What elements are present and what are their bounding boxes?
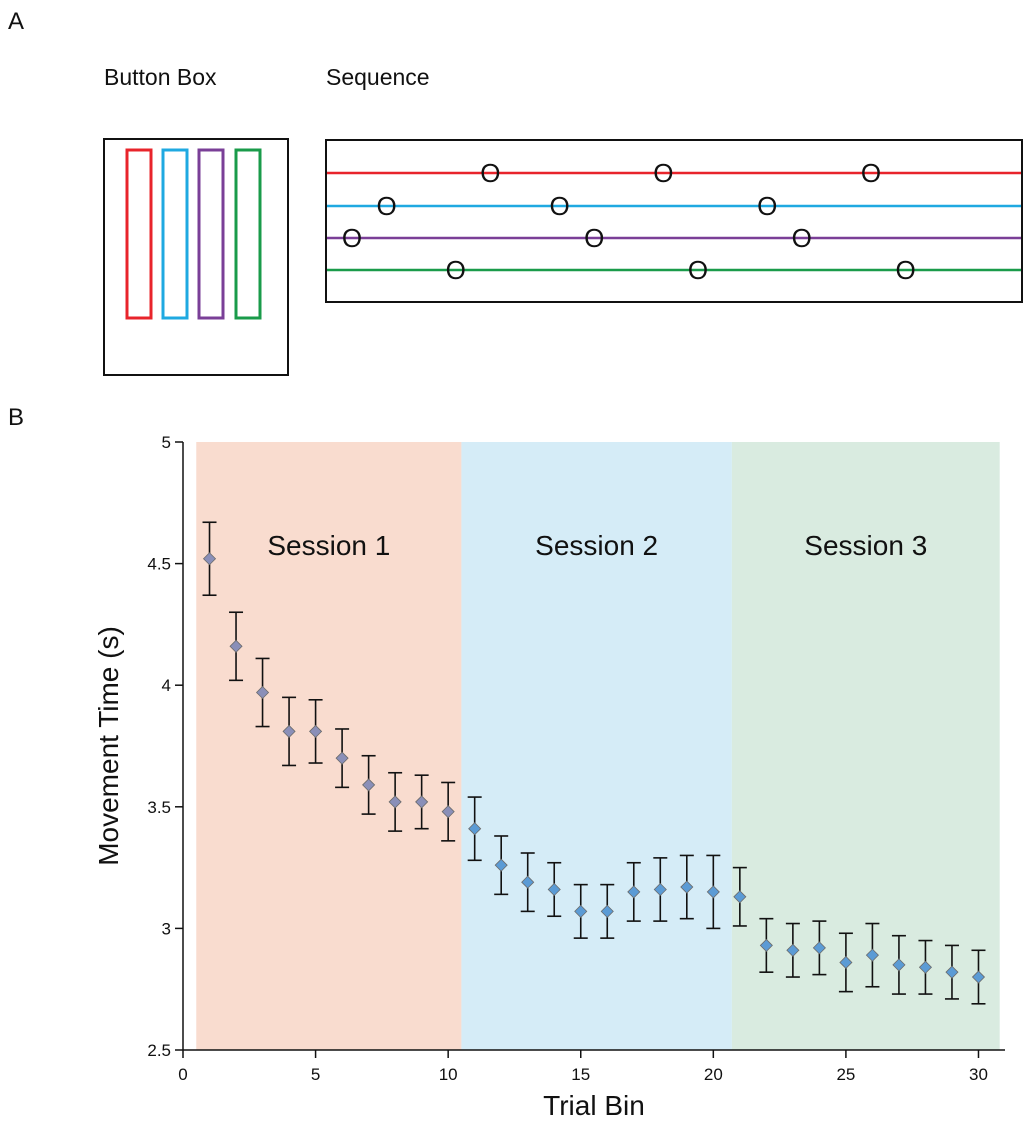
- sequence-mark: O: [688, 255, 708, 285]
- button-1: [125, 148, 153, 320]
- sequence-mark: O: [861, 158, 881, 188]
- sequence-mark: O: [757, 191, 777, 221]
- data-point: [335, 751, 349, 765]
- sequence-mark: O: [895, 255, 915, 285]
- data-point: [547, 882, 561, 897]
- button-3: [197, 148, 225, 320]
- button-box-title: Button Box: [104, 64, 217, 90]
- data-point: [521, 875, 535, 889]
- x-tick-label: 5: [311, 1065, 320, 1084]
- sequence-frame: [325, 139, 1023, 303]
- session-2-band: [461, 442, 732, 1050]
- data-point: [627, 885, 641, 899]
- data-point: [229, 639, 243, 653]
- y-tick-label: 4.5: [147, 555, 171, 574]
- data-point: [892, 958, 906, 972]
- x-axis-label: Trial Bin: [543, 1090, 645, 1121]
- data-point: [600, 904, 614, 918]
- y-tick-label: 5: [162, 433, 171, 452]
- data-point: [388, 795, 402, 809]
- data-point: [706, 885, 720, 899]
- panel-a-label: A: [8, 8, 25, 35]
- y-tick-label: 3: [162, 919, 171, 938]
- sequence-mark: O: [446, 255, 466, 285]
- data-point: [653, 882, 667, 897]
- button-2: [161, 148, 189, 320]
- data-point: [733, 890, 747, 904]
- x-tick-label: 30: [969, 1065, 988, 1084]
- x-tick-label: 15: [571, 1065, 590, 1084]
- x-tick-label: 20: [704, 1065, 723, 1084]
- button-box-frame: [103, 138, 289, 376]
- sequence-mark: O: [342, 223, 362, 253]
- data-point: [574, 904, 588, 918]
- sequence-mark: O: [549, 191, 569, 221]
- data-point: [415, 795, 429, 809]
- session-1-band: [196, 442, 462, 1050]
- x-tick-label: 25: [836, 1065, 855, 1084]
- sequence-mark: O: [792, 223, 812, 253]
- data-point: [971, 970, 986, 984]
- sequence-lines: O O OO O OO O OO O O: [327, 158, 1021, 285]
- data-point: [202, 552, 217, 566]
- data-point: [441, 805, 455, 819]
- sequence-mark: O: [376, 191, 396, 221]
- data-point: [309, 724, 323, 738]
- sequence-mark: O: [480, 158, 500, 188]
- button-group: [125, 148, 262, 320]
- x-tick-label: 0: [178, 1065, 187, 1084]
- data-point: [680, 880, 694, 894]
- session-2-label: Session 2: [535, 530, 658, 561]
- sequence-mark: O: [584, 223, 604, 253]
- data-point: [759, 938, 773, 952]
- y-tick-label: 2.5: [147, 1041, 171, 1060]
- sequence-title: Sequence: [326, 64, 430, 90]
- data-point: [494, 858, 508, 872]
- y-tick-label: 4: [162, 676, 171, 695]
- button-4: [234, 148, 262, 320]
- sequence-mark: O: [653, 158, 673, 188]
- data-point: [865, 948, 879, 962]
- session-3-label: Session 3: [804, 530, 927, 561]
- data-point: [255, 685, 270, 700]
- data-point: [468, 822, 482, 836]
- data-point: [945, 965, 959, 979]
- y-tick-label: 3.5: [147, 798, 171, 817]
- data-point: [812, 941, 826, 955]
- data-point: [786, 943, 800, 957]
- panel-b-label: B: [8, 404, 25, 431]
- data-point: [362, 778, 376, 792]
- session-1-label: Session 1: [267, 530, 390, 561]
- movement-time-chart: Session 1 Session 2 Session 3 2.5 3 3.5 4 4.5 5 0…: [93, 433, 1005, 1121]
- data-point: [839, 955, 853, 970]
- y-axis-label: Movement Time (s): [93, 626, 124, 866]
- panel-a-diagram: O O OO O OO O OO O O: [103, 138, 1023, 376]
- session-3-band: [731, 442, 1000, 1050]
- data-point: [918, 960, 933, 974]
- data-point: [282, 724, 296, 738]
- x-tick-label: 10: [439, 1065, 458, 1084]
